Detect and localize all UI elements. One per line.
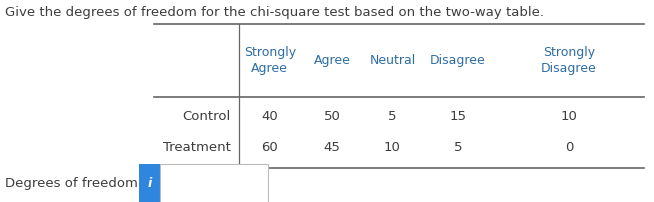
Text: Strongly
Disagree: Strongly Disagree: [541, 46, 597, 75]
Text: 50: 50: [324, 110, 340, 123]
Text: 10: 10: [384, 141, 401, 154]
Text: Treatment: Treatment: [163, 141, 231, 154]
Text: 5: 5: [454, 141, 462, 154]
Text: Control: Control: [182, 110, 231, 123]
Text: 15: 15: [449, 110, 466, 123]
Text: Strongly
Agree: Strongly Agree: [244, 46, 296, 75]
Text: Disagree: Disagree: [430, 54, 486, 67]
Text: 5: 5: [388, 110, 396, 123]
Text: Neutral: Neutral: [370, 54, 415, 67]
Text: 40: 40: [262, 110, 278, 123]
Text: Degrees of freedom =: Degrees of freedom =: [5, 177, 153, 190]
Text: 0: 0: [565, 141, 573, 154]
Text: Agree: Agree: [313, 54, 351, 67]
FancyBboxPatch shape: [160, 164, 268, 202]
Text: 45: 45: [324, 141, 340, 154]
Text: 60: 60: [262, 141, 278, 154]
Text: i: i: [148, 177, 152, 190]
Text: 10: 10: [560, 110, 577, 123]
Text: Give the degrees of freedom for the chi-square test based on the two-way table.: Give the degrees of freedom for the chi-…: [5, 6, 544, 19]
FancyBboxPatch shape: [139, 164, 160, 202]
